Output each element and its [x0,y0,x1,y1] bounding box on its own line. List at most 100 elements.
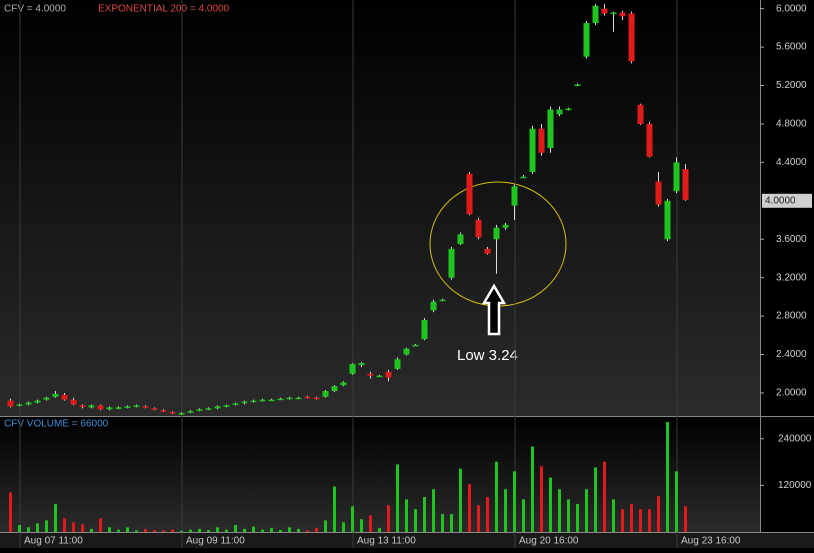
volume-bar [594,467,597,532]
candle-body [358,363,365,366]
volume-bar [333,486,336,532]
volume-bar [621,509,624,532]
volume-bar [360,519,363,532]
volume-tick-label: 240000 [778,433,812,444]
candle-body [385,371,392,378]
volume-bar [180,530,183,532]
volume-bar [99,518,102,532]
candle-body [610,12,617,14]
y-tick-label: 4.4000 [776,157,807,168]
volume-bar [153,530,156,532]
candle-body [61,394,68,400]
x-tick-label: Aug 23 16:00 [681,536,741,547]
candle-body [268,399,275,402]
candle-body [583,23,590,57]
chart-title: CFV = 4.0000 [4,4,66,15]
volume-bar [405,499,408,532]
candle-body [547,109,554,148]
volume-title: CFV VOLUME = 66000 [4,419,109,430]
candle-body [259,399,266,402]
volume-bar [72,522,75,532]
volume-bar [549,477,552,532]
candle-body [655,181,662,205]
candle-body [619,12,626,17]
candle-body [286,397,293,400]
candle-body [223,405,230,407]
candle-body [502,224,509,228]
x-tick-label: Aug 13 11:00 [357,536,416,547]
candle-body [556,109,563,115]
volume-bar [126,527,129,532]
candle-body [412,344,419,347]
volume-bar [81,524,84,532]
x-tick-label: Aug 20 16:00 [519,536,579,547]
candle-body [592,5,599,24]
candle-body [448,248,455,278]
candle-body [142,406,149,408]
volume-bar [279,530,282,532]
candle-body [331,386,338,392]
volume-bar [558,489,561,532]
candle-body [421,319,428,340]
volume-bar [306,530,309,532]
volume-bar [540,466,543,532]
volume-bar [585,489,588,532]
annotation-arrow [481,283,507,336]
candle-body [646,123,653,157]
volume-bar [567,499,570,532]
candle-body [151,408,158,410]
candle-body [601,8,608,14]
volume-bar [27,527,30,532]
volume-bar [36,523,39,532]
volume-bar [351,506,354,532]
candle-body [160,410,167,412]
x-axis-bar [0,532,814,548]
annotation: Low 3.24 [457,347,518,364]
candle-body [493,227,500,240]
candle-body [628,13,635,62]
candle-body [403,348,410,355]
volume-pane [0,417,760,532]
candle-body [133,405,140,407]
volume-bar [45,520,48,532]
candle-body [97,405,104,410]
candle-body [484,248,491,254]
volume-bar [207,530,210,532]
volume-bar [108,527,111,532]
volume-bar [666,422,669,532]
candle-body [115,407,122,409]
candle-body [439,299,446,302]
candle-body [340,382,347,386]
volume-bar [144,528,147,532]
candle-body [106,407,113,410]
volume-bar [477,505,480,532]
candle-body [295,397,302,400]
candle-body [475,220,482,238]
volume-bar [297,528,300,532]
candle-body [70,399,77,405]
candle-body [511,186,518,206]
candle-body [214,406,221,409]
candle-body [394,359,401,369]
candle-body [466,173,473,215]
volume-bar [612,499,615,532]
candle-body [52,393,59,397]
candle-body [196,409,203,411]
candle-body [169,412,176,414]
candle-body [682,169,689,200]
volume-bar [234,525,237,532]
volume-bar [216,527,219,532]
volume-bar [54,504,57,532]
candle-body [673,162,680,192]
last-price-box [762,193,812,208]
y-tick-label: 6.0000 [776,3,807,14]
volume-bar [135,530,138,532]
volume-bar [414,509,417,532]
volume-bar [603,461,606,532]
candle-body [79,405,86,407]
candle-body [349,364,356,374]
candle-body [250,400,257,403]
volume-bar [270,528,273,532]
